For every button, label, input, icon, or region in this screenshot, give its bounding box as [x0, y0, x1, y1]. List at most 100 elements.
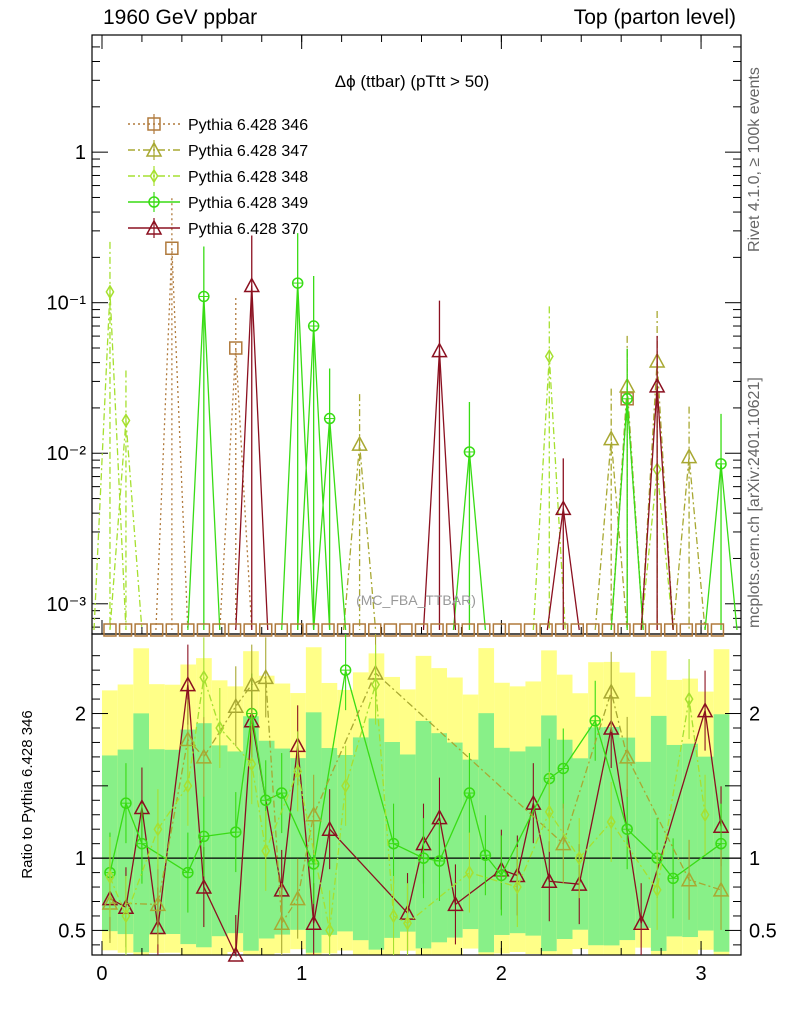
data-point: [523, 623, 538, 637]
ratio-frame: [91, 633, 742, 956]
data-point: [179, 730, 197, 747]
data-point: [601, 623, 616, 637]
data-point: [700, 807, 710, 823]
data-point: [227, 946, 245, 962]
ratio-band-green: [164, 749, 181, 934]
x-tick-label: 2: [496, 963, 507, 985]
ratio-band-green: [258, 740, 275, 939]
ratio-band-green: [447, 742, 463, 938]
ratio-band-green: [352, 737, 369, 941]
data-point: [555, 499, 572, 516]
ratio-series-line: [109, 677, 706, 931]
legend-label: Pythia 6.428 346: [188, 117, 308, 134]
ratio-band-green: [650, 715, 667, 951]
data-point: [696, 702, 714, 718]
data-point: [247, 756, 257, 772]
data-point: [215, 720, 225, 736]
ratio-y-tick-label-right: 0.5: [749, 920, 777, 942]
data-point: [430, 623, 444, 637]
data-point: [710, 623, 725, 637]
data-point: [352, 623, 366, 637]
data-point: [105, 869, 115, 885]
series-line: [342, 360, 706, 631]
data-point: [165, 623, 180, 637]
data-point: [149, 168, 159, 184]
ratio-y-tick-label: 2: [75, 704, 86, 726]
ratio-band-green: [697, 756, 714, 931]
data-point: [118, 623, 133, 637]
data-point: [602, 683, 620, 699]
energy-label: 1960 GeV ppbar: [103, 6, 258, 29]
data-point: [445, 623, 460, 637]
ratio-band-green: [666, 744, 683, 937]
data-point: [371, 677, 381, 693]
x-tick-label: 1: [296, 963, 307, 985]
data-point: [679, 623, 694, 637]
data-point: [399, 623, 413, 637]
data-point: [570, 623, 585, 637]
data-point: [477, 623, 491, 637]
data-point: [305, 623, 320, 637]
data-point: [684, 691, 694, 707]
data-point: [321, 623, 335, 637]
data-point: [229, 341, 243, 355]
data-point: [431, 342, 448, 358]
data-point: [227, 623, 242, 637]
data-point: [243, 276, 261, 293]
data-point: [195, 748, 213, 764]
legend-label: Pythia 6.428 347: [188, 143, 308, 160]
ratio-band-green: [494, 747, 510, 935]
data-point: [243, 623, 257, 637]
data-point: [257, 668, 274, 685]
main-frame: [91, 34, 742, 635]
ratio-band-green: [133, 713, 150, 953]
legend-label: Pythia 6.428 370: [188, 221, 308, 238]
data-point: [121, 413, 131, 428]
data-point: [403, 915, 412, 931]
data-point: [121, 908, 131, 924]
chart-title: Δϕ (ttbar) (pTtt > 50): [335, 72, 490, 91]
y-tick-label: 10⁻²: [47, 443, 87, 465]
data-point: [293, 763, 303, 779]
ratio-band-green: [462, 759, 479, 930]
data-point: [606, 814, 616, 830]
ratio-band-green: [290, 758, 306, 930]
ratio-y-tick-label: 0.5: [58, 920, 86, 942]
data-point: [512, 879, 522, 895]
data-point: [663, 623, 678, 637]
ratio-band-green: [572, 758, 589, 930]
legend-label: Pythia 6.428 348: [188, 169, 308, 186]
data-point: [617, 623, 631, 637]
ratio-ylabel: Ratio to Pythia 6.428 346: [19, 710, 36, 878]
data-point: [544, 804, 554, 820]
data-point: [103, 623, 117, 637]
data-point: [273, 914, 290, 930]
data-point: [105, 284, 115, 300]
ratio-plot-frame: [91, 633, 742, 956]
data-point: [383, 623, 398, 637]
data-point: [183, 778, 193, 794]
data-point: [305, 914, 322, 930]
legend: Pythia 6.428 346 Pythia 6.428 347 Pythia 6…: [128, 114, 308, 238]
series-line: [235, 285, 674, 631]
series-layer: [93, 198, 738, 637]
y-tick-label: 1: [75, 142, 86, 164]
data-point: [199, 669, 209, 685]
process-label: Top (parton level): [573, 6, 736, 29]
ratio-y-tick-label-right: 1: [749, 848, 760, 870]
ratio-band-green: [399, 754, 416, 932]
data-point: [632, 623, 647, 637]
data-point: [149, 623, 164, 637]
ratio-bands: [101, 647, 730, 955]
data-point: [289, 890, 306, 906]
ratio-band-green: [337, 754, 353, 932]
series-line: [187, 283, 738, 631]
data-point: [134, 623, 148, 637]
data-point: [290, 623, 304, 637]
ratio-y-tick-label: 1: [75, 848, 86, 870]
data-point: [618, 748, 636, 764]
data-point: [447, 895, 464, 912]
data-point: [305, 806, 322, 822]
legend-label: Pythia 6.428 349: [188, 195, 308, 212]
